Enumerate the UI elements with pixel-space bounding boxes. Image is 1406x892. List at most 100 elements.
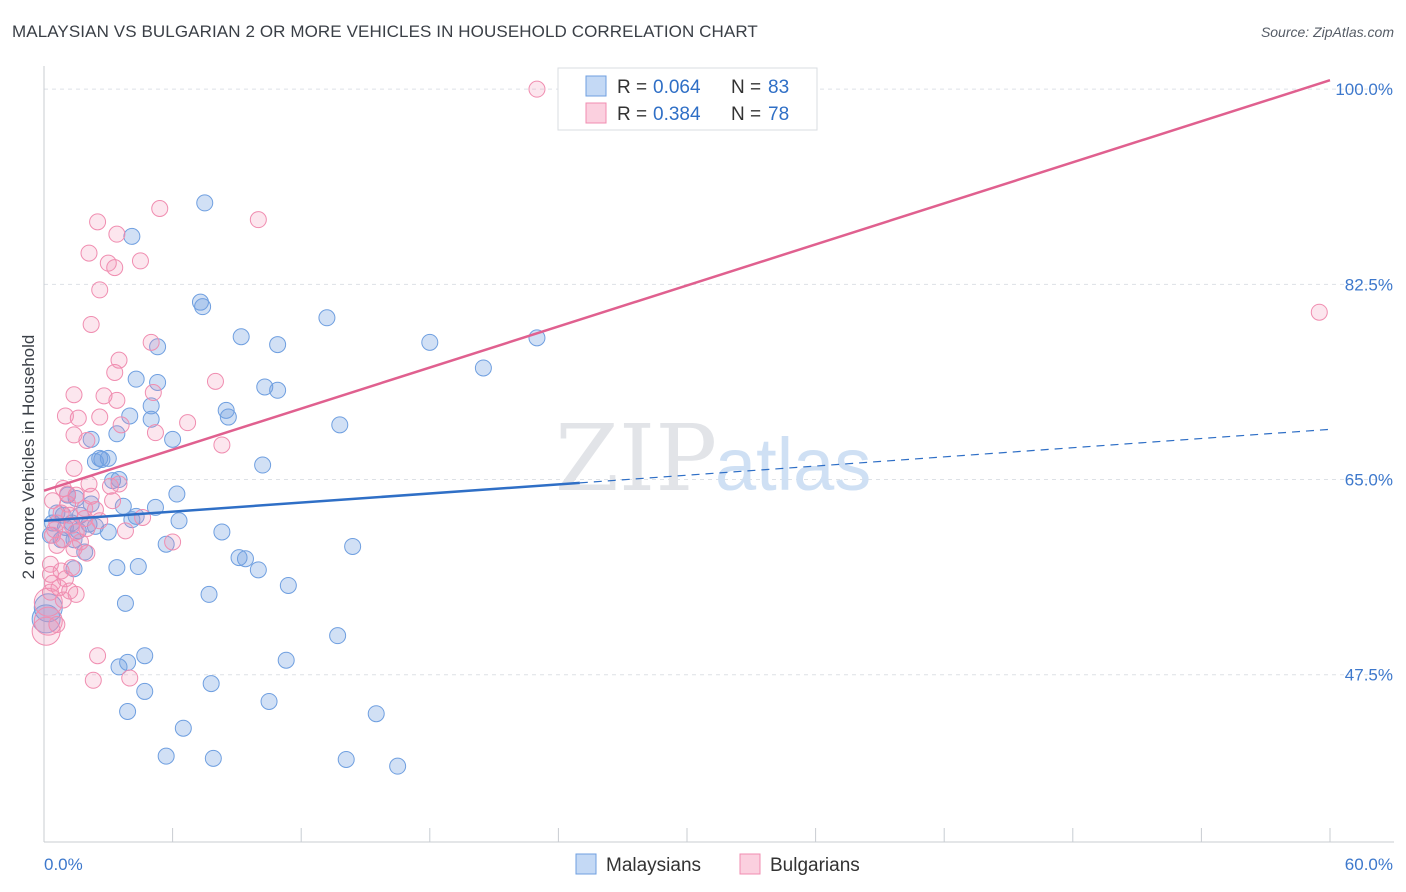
legend-n-label-2: N =: [731, 104, 761, 125]
bulgarian-point-73: [84, 671, 102, 689]
malaysian-point-19: [142, 410, 160, 428]
bulgarian-point-59: [78, 544, 96, 562]
bulgarian-point-57: [48, 536, 66, 554]
bulgarian-point-26: [146, 424, 164, 442]
malaysian-point-50: [213, 523, 231, 541]
bulgarian-point-21: [69, 409, 87, 427]
legend-swatch-malaysians: [585, 75, 607, 97]
bulgarian-point-3: [249, 211, 267, 229]
malaysian-point-5: [232, 328, 250, 346]
malaysian-point-69: [277, 651, 295, 669]
bulgarian-point-2: [89, 213, 107, 231]
bulgarian-point-18: [95, 387, 113, 405]
bulgarian-point-76: [33, 606, 63, 636]
malaysian-point-17: [121, 407, 139, 425]
series-bulgarians-points: [31, 80, 1328, 689]
bulgarian-point-51: [67, 523, 85, 541]
malaysian-point-2: [191, 293, 209, 311]
bulgarian-point-46: [134, 508, 152, 526]
malaysian-point-1: [123, 227, 141, 245]
malaysian-point-55: [344, 537, 362, 555]
bulgarian-point-37: [104, 492, 122, 510]
malaysian-point-60: [129, 558, 147, 576]
malaysian-point-20: [331, 416, 349, 434]
trend-lines: [43, 79, 1331, 523]
malaysian-point-74: [260, 692, 278, 710]
bulgarian-point-9: [91, 281, 109, 299]
malaysian-point-28: [254, 456, 272, 474]
bulgarian-point-34: [59, 485, 77, 503]
bulgarian-point-24: [112, 416, 130, 434]
grid-lines: [44, 88, 1394, 676]
bulgarian-point-11: [82, 315, 100, 333]
bulgarian-point-69: [67, 585, 85, 603]
watermark-zip: ZIP: [555, 405, 717, 512]
legend-stats: R = 0.064 N = 83 R = 0.384 N = 78: [557, 67, 818, 131]
bulgarian-point-25: [65, 426, 83, 444]
malaysian-point-59: [108, 559, 126, 577]
bulgarian-point-17: [65, 386, 83, 404]
malaysian-point-22: [164, 430, 182, 448]
bulgarian-point-27: [78, 431, 96, 449]
legend-n-label-1: N =: [731, 77, 761, 98]
bulgarian-point-12: [142, 333, 160, 351]
bulgarian-point-10: [1310, 303, 1328, 321]
axes: 47.5% 65.0% 82.5% 100.0% 0.0% 60.0%: [43, 66, 1394, 874]
bulgarian-point-16: [144, 384, 162, 402]
malaysian-point-12: [149, 373, 167, 391]
trend-line-bulgarians: [43, 79, 1331, 492]
malaysian-point-82: [31, 604, 61, 634]
malaysian-point-75: [119, 703, 137, 721]
bulgarian-point-77: [48, 616, 66, 634]
legend-series: Malaysians Bulgarians: [575, 853, 860, 876]
malaysian-point-65: [200, 585, 218, 603]
x-tick-label-0: 0.0%: [44, 855, 83, 874]
malaysian-point-11: [127, 370, 145, 388]
malaysian-point-21: [108, 425, 126, 443]
trend-line-malaysians: [43, 481, 580, 523]
bulgarian-point-0: [528, 80, 546, 98]
malaysian-point-77: [174, 719, 192, 737]
legend-bottom-swatch-bulgarians: [739, 853, 761, 875]
malaysian-point-15: [142, 397, 160, 415]
watermark-atlas: atlas: [715, 423, 871, 506]
bulgarian-point-7: [106, 259, 124, 277]
malaysian-point-27: [86, 453, 104, 471]
bulgarian-point-28: [213, 436, 231, 454]
y-tick-label-0: 47.5%: [1345, 666, 1393, 685]
malaysian-point-81: [389, 757, 407, 775]
bulgarian-point-15: [206, 372, 224, 390]
legend-r-label-2: R =: [617, 104, 647, 125]
bulgarian-point-32: [110, 475, 128, 493]
malaysian-point-4: [318, 309, 336, 327]
y-tick-label-2: 82.5%: [1345, 275, 1393, 294]
x-tick-label-1: 60.0%: [1345, 855, 1393, 874]
bulgarian-point-72: [89, 647, 107, 665]
legend-r-label-1: R =: [617, 77, 647, 98]
malaysian-point-62: [249, 561, 267, 579]
malaysian-point-67: [329, 627, 347, 645]
malaysian-point-14: [269, 381, 287, 399]
legend-r-value-1: 0.064: [653, 77, 701, 98]
chart-title: MALAYSIAN VS BULGARIAN 2 OR MORE VEHICLE…: [12, 22, 758, 41]
malaysian-point-58: [236, 550, 254, 568]
bulgarian-point-70: [54, 591, 72, 609]
bulgarian-point-1: [151, 199, 169, 217]
malaysian-point-31: [168, 485, 186, 503]
legend-swatch-bulgarians: [585, 102, 607, 124]
bulgarian-point-5: [80, 244, 98, 262]
legend-n-value-2: 78: [768, 104, 789, 125]
bulgarian-point-20: [56, 407, 74, 425]
malaysian-point-71: [110, 658, 128, 676]
bulgarian-point-39: [59, 495, 77, 513]
bulgarian-point-8: [131, 252, 149, 270]
bulgarian-point-53: [44, 526, 62, 544]
malaysian-point-10: [474, 359, 492, 377]
malaysian-point-63: [279, 576, 297, 594]
bulgarian-point-23: [179, 414, 197, 432]
malaysian-point-16: [217, 401, 235, 419]
bulgarian-point-75: [31, 616, 61, 646]
malaysian-point-0: [196, 194, 214, 212]
malaysian-point-54: [157, 535, 175, 553]
bulgarian-point-4: [108, 225, 126, 243]
